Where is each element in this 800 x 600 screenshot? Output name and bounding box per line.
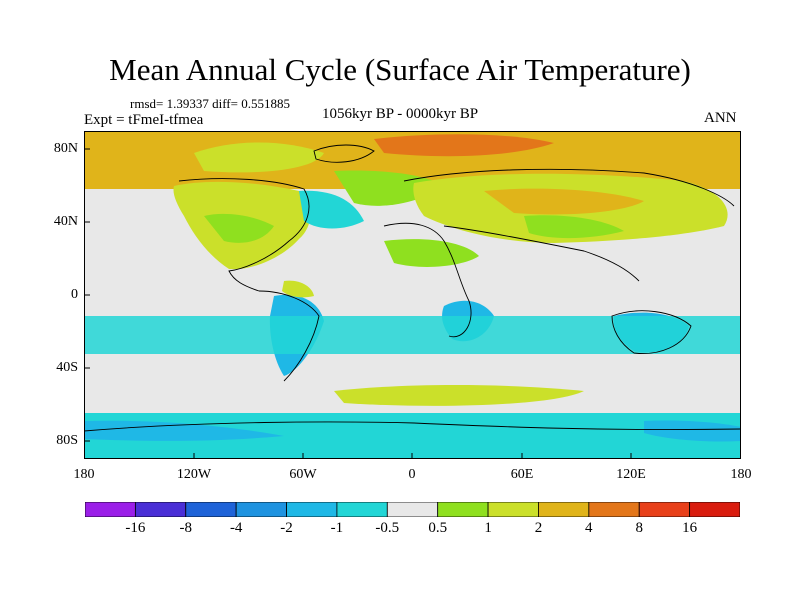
coastline-antarctica	[84, 421, 741, 432]
colorbar-swatch	[588, 502, 640, 517]
colorbar-label: -1	[330, 520, 344, 536]
colorbar-swatch	[437, 502, 489, 517]
x-tick-180w: 180	[73, 467, 95, 482]
coastline-eurasia-south	[443, 225, 640, 282]
north-atlantic-cool	[299, 190, 364, 229]
coastlines	[84, 144, 741, 432]
colorbar-swatch	[185, 502, 237, 517]
antarctic-cooler	[84, 420, 284, 441]
amazon-warm	[282, 280, 314, 298]
colorbar-swatch	[638, 502, 691, 517]
canada-arctic-warm	[194, 142, 324, 173]
x-tick-60w: 60W	[289, 467, 317, 482]
colorbar-label: -16	[125, 520, 146, 536]
colorbar-label: -8	[179, 520, 193, 536]
colorbar-label: -0.5	[375, 520, 400, 536]
y-tick-0: 0	[71, 287, 78, 302]
x-tick-120e: 120E	[616, 467, 646, 482]
coastline-eurasia-north	[403, 168, 735, 207]
stats-text: rmsd= 1.39337 diff= 0.551885	[130, 96, 290, 111]
map-tick-marks	[84, 148, 632, 459]
temperature-anomaly-map	[84, 131, 741, 459]
arctic-strong-warm	[374, 134, 554, 157]
experiment-label: Expt = tFmeI-tfmea	[84, 112, 204, 128]
colorbar-swatch	[235, 502, 287, 517]
colorbar-label: 0.5	[428, 520, 448, 536]
southern-ocean-warm	[334, 385, 584, 406]
colorbar-swatch	[85, 502, 136, 517]
x-tick-120w: 120W	[176, 467, 212, 482]
y-tick-80s: 80S	[56, 433, 78, 448]
colorbar-swatch	[386, 502, 439, 517]
colorbar-label: 1	[484, 520, 492, 536]
colorbar-swatch	[538, 502, 590, 517]
southern-ocean-cool	[84, 316, 741, 354]
antarctic-cooler-east	[644, 420, 741, 442]
coastline-north-america	[178, 178, 310, 292]
colorbar-swatch	[689, 502, 740, 517]
coastline-australia	[611, 310, 692, 354]
siberia-warmer	[484, 188, 644, 215]
colorbar-swatch	[286, 502, 338, 517]
period-label: 1056kyr BP - 0000kyr BP	[322, 106, 479, 122]
coastline-greenland	[313, 144, 375, 163]
colorbar-swatch	[487, 502, 539, 517]
x-tick-180e: 180	[730, 467, 752, 482]
colorbar	[85, 502, 740, 517]
colorbar-label: 16	[682, 520, 698, 536]
y-tick-40n: 40N	[53, 214, 78, 229]
colorbar-label: -4	[229, 520, 243, 536]
colorbar-label: -2	[280, 520, 293, 536]
y-tick-80n: 80N	[53, 141, 78, 156]
colorbar-label: 2	[534, 520, 543, 536]
coastline-south-america	[258, 290, 320, 382]
x-tick-0: 0	[408, 467, 416, 482]
colorbar-swatch	[134, 502, 187, 517]
season-label: ANN	[704, 110, 737, 126]
x-tick-60e: 60E	[510, 467, 534, 482]
coastline-africa	[383, 222, 472, 338]
central-asia-mild	[524, 215, 624, 239]
map-title: Mean Annual Cycle (Surface Air Temperatu…	[109, 52, 691, 87]
colorbar-swatch	[336, 502, 388, 517]
north-america-mild	[204, 213, 274, 243]
y-tick-40s: 40S	[56, 360, 78, 375]
colorbar-label: 4	[585, 520, 593, 536]
colorbar-label: 8	[635, 520, 643, 536]
sahara-mild	[384, 239, 479, 267]
